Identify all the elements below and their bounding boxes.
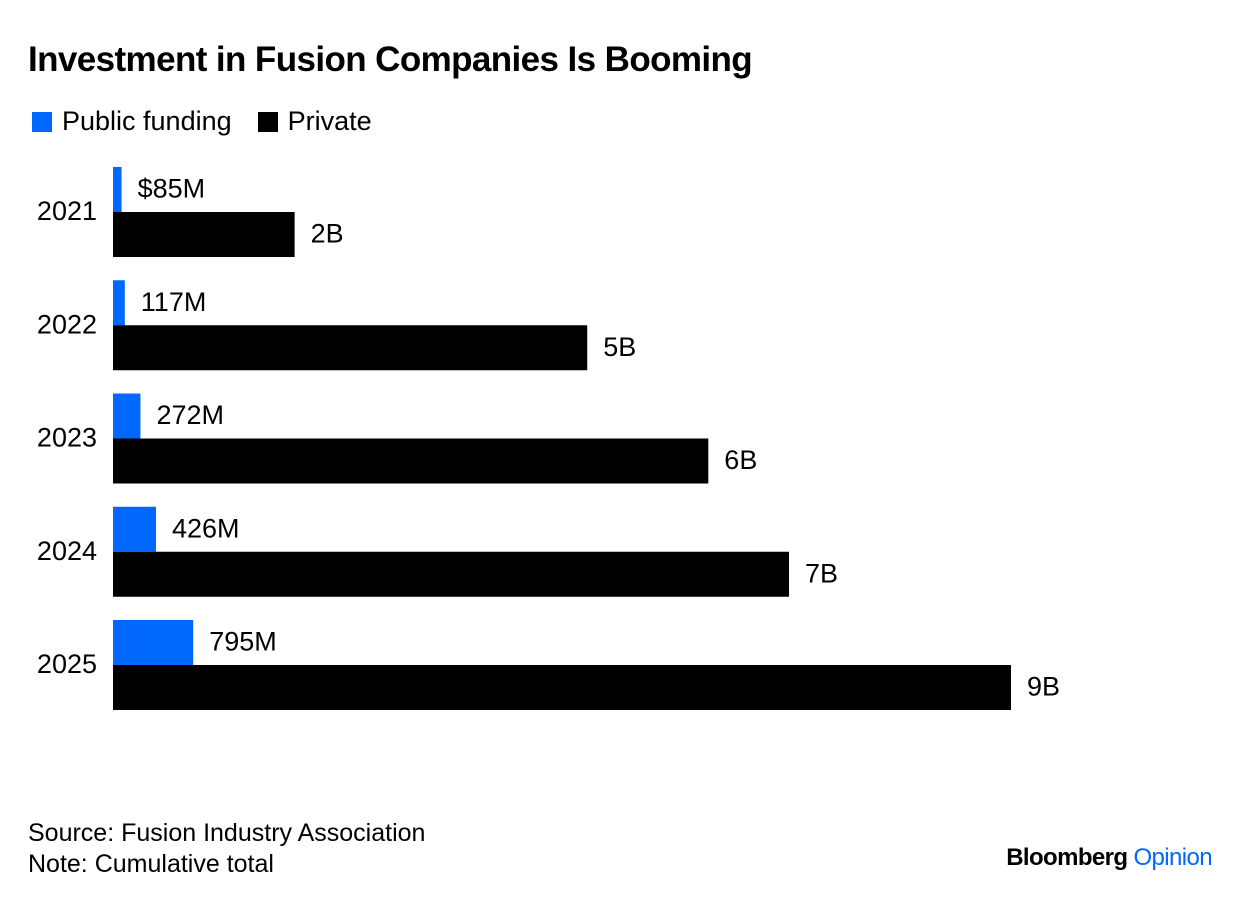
legend-item-public: Public funding — [32, 106, 232, 137]
bar-private-2024 — [113, 551, 790, 597]
bar-private-2025 — [113, 665, 1011, 710]
data-label-private-2022: 5B — [603, 332, 636, 362]
data-label-public-2023: 272M — [156, 400, 224, 430]
brand-opinion: Opinion — [1133, 844, 1212, 871]
data-label-private-2024: 7B — [805, 558, 838, 588]
category-label-2023: 2023 — [37, 423, 97, 453]
data-label-private-2021: 2B — [311, 219, 344, 249]
brand-logo: Bloomberg Opinion — [1006, 844, 1212, 872]
category-label-2022: 2022 — [37, 309, 97, 339]
legend-item-private: Private — [257, 106, 372, 137]
bar-public-2022 — [113, 280, 125, 326]
brand-bloomberg: Bloomberg — [1006, 844, 1128, 871]
note-text: Note: Cumulative total — [28, 850, 274, 878]
bar-private-2023 — [113, 438, 709, 484]
data-label-private-2023: 6B — [724, 445, 757, 475]
bar-public-2024 — [113, 506, 156, 552]
legend-swatch-public — [32, 111, 52, 132]
legend-swatch-private — [257, 111, 278, 132]
category-label-2024: 2024 — [37, 536, 97, 566]
category-label-2025: 2025 — [37, 649, 97, 679]
category-label-2021: 2021 — [37, 196, 97, 226]
bar-public-2023 — [113, 393, 141, 439]
legend: Public funding Private — [32, 106, 398, 137]
bar-private-2022 — [113, 325, 588, 371]
data-label-private-2025: 9B — [1027, 672, 1060, 702]
chart-title: Investment in Fusion Companies Is Boomin… — [28, 40, 753, 79]
source-text: Source: Fusion Industry Association — [28, 819, 426, 847]
bar-public-2025 — [113, 620, 194, 665]
data-label-public-2025: 795M — [209, 627, 277, 657]
data-label-public-2021: $85M — [138, 174, 206, 204]
bar-public-2021 — [113, 167, 122, 212]
data-label-public-2024: 426M — [172, 513, 240, 543]
footer: Source: Fusion Industry Association Note… — [28, 818, 425, 880]
legend-label-private: Private — [287, 106, 372, 136]
bar-private-2021 — [113, 212, 295, 257]
data-label-public-2022: 117M — [141, 287, 207, 317]
legend-label-public: Public funding — [62, 106, 232, 136]
